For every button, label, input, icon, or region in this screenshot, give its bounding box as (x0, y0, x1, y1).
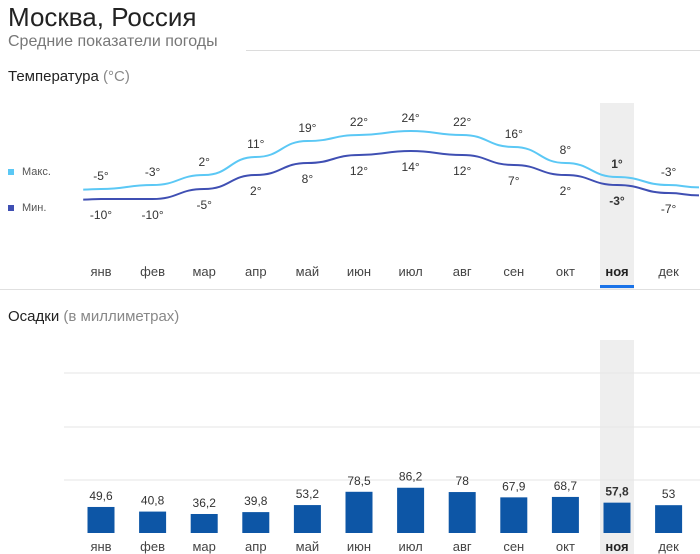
temp-max-label: -5° (93, 169, 109, 183)
legend-min: Мин. (8, 202, 46, 214)
precip-month-tab[interactable]: окт (556, 539, 575, 554)
temp-max-label: -3° (661, 165, 677, 179)
precip-bar (190, 513, 218, 533)
precip-bar (242, 512, 270, 533)
temp-month-tab[interactable]: июл (398, 264, 422, 279)
temp-month-tab[interactable]: мар (192, 264, 215, 279)
precip-value-label: 53,2 (296, 487, 320, 501)
temp-month-tab[interactable]: сен (503, 264, 524, 279)
precipitation-unit: (в миллиметрах) (63, 308, 180, 325)
temp-max-label: 22° (453, 115, 471, 129)
temp-max-label: 16° (505, 127, 523, 141)
subtitle-rule (246, 50, 700, 51)
precip-value-label: 68,7 (554, 479, 578, 493)
legend-max-label: Макс. (22, 166, 51, 178)
precip-month-tab[interactable]: мар (192, 539, 215, 554)
precipitation-section-title: Осадки (в миллиметрах) (8, 308, 179, 325)
temp-max-label: 2° (198, 155, 210, 169)
temp-min-label: 12° (453, 164, 471, 178)
temp-min-label: -3° (609, 194, 625, 208)
temp-max-label: 19° (298, 121, 316, 135)
page-title: Москва, Россия (8, 2, 197, 32)
precip-bar (139, 511, 167, 533)
temp-min-label: 14° (402, 160, 420, 174)
temp-min-label: 2° (560, 184, 572, 198)
precip-value-label: 49,6 (89, 489, 113, 503)
precip-value-label: 78,5 (347, 474, 371, 488)
legend-max-swatch (8, 169, 14, 175)
precip-value-label: 78 (456, 474, 470, 488)
temp-month-tab[interactable]: авг (453, 264, 472, 279)
precip-value-label: 39,8 (244, 494, 268, 508)
temp-month-tab[interactable]: май (296, 264, 319, 279)
temperature-unit: (°C) (103, 68, 130, 85)
temp-min-label: 7° (508, 174, 520, 188)
precip-month-tab[interactable]: ноя (605, 539, 628, 554)
precip-value-label: 57,8 (605, 485, 629, 499)
temp-min-line (83, 149, 700, 201)
temp-min-label: -10° (142, 208, 164, 222)
temp-min-label: 8° (302, 172, 314, 186)
precip-month-tab[interactable]: фев (140, 539, 165, 554)
selected-month-indicator (600, 285, 634, 288)
temp-min-label: -5° (196, 198, 212, 212)
legend-min-label: Мин. (22, 202, 47, 214)
temp-month-tab[interactable]: июн (347, 264, 371, 279)
temp-max-line (83, 129, 700, 191)
precip-month-tab[interactable]: июн (347, 539, 371, 554)
section-divider (0, 289, 700, 290)
precip-value-label: 86,2 (399, 470, 423, 484)
precip-bar (397, 487, 425, 533)
temp-month-tab[interactable]: окт (556, 264, 575, 279)
temp-max-label: 8° (560, 143, 572, 157)
precip-bar (551, 496, 579, 533)
precip-bar (655, 505, 683, 533)
temp-min-label: -10° (90, 208, 112, 222)
temp-max-label: 24° (402, 111, 420, 125)
precip-month-tab[interactable]: апр (245, 539, 267, 554)
temp-month-tab[interactable]: янв (90, 264, 111, 279)
precip-bar (448, 492, 476, 533)
temp-month-tab[interactable]: апр (245, 264, 267, 279)
temperature-title: Температура (8, 68, 99, 85)
temp-max-label: -3° (145, 165, 161, 179)
precip-month-tab[interactable]: июл (398, 539, 422, 554)
precipitation-title: Осадки (8, 308, 60, 325)
page-subtitle: Средние показатели погоды (8, 33, 218, 50)
temp-min-label: 2° (250, 184, 262, 198)
temperature-section-title: Температура (°C) (8, 68, 130, 85)
temp-min-label: 12° (350, 164, 368, 178)
precip-bar (500, 497, 528, 533)
precip-value-label: 67,9 (502, 479, 526, 493)
temp-month-tab[interactable]: ноя (605, 264, 628, 279)
precip-bar (87, 506, 115, 533)
precip-value-label: 40,8 (141, 494, 165, 508)
legend-min-swatch (8, 205, 14, 211)
temp-max-label: 11° (247, 137, 264, 151)
precip-bar (603, 502, 631, 533)
temp-min-label: -7° (661, 202, 677, 216)
precip-value-label: 36,2 (193, 496, 217, 510)
temp-month-tab[interactable]: фев (140, 264, 165, 279)
precip-month-tab[interactable]: май (296, 539, 319, 554)
precip-month-tab[interactable]: янв (90, 539, 111, 554)
temp-max-label: 22° (350, 115, 368, 129)
temp-selected-column (600, 103, 634, 289)
legend-max: Макс. (8, 166, 51, 178)
precip-month-tab[interactable]: авг (453, 539, 472, 554)
precip-value-label: 53 (662, 487, 676, 501)
precip-bar (293, 505, 321, 533)
precip-month-tab[interactable]: дек (658, 539, 679, 554)
temp-max-label: 1° (611, 157, 623, 171)
temp-month-tab[interactable]: дек (658, 264, 679, 279)
precip-bar (345, 491, 373, 533)
precip-month-tab[interactable]: сен (503, 539, 524, 554)
